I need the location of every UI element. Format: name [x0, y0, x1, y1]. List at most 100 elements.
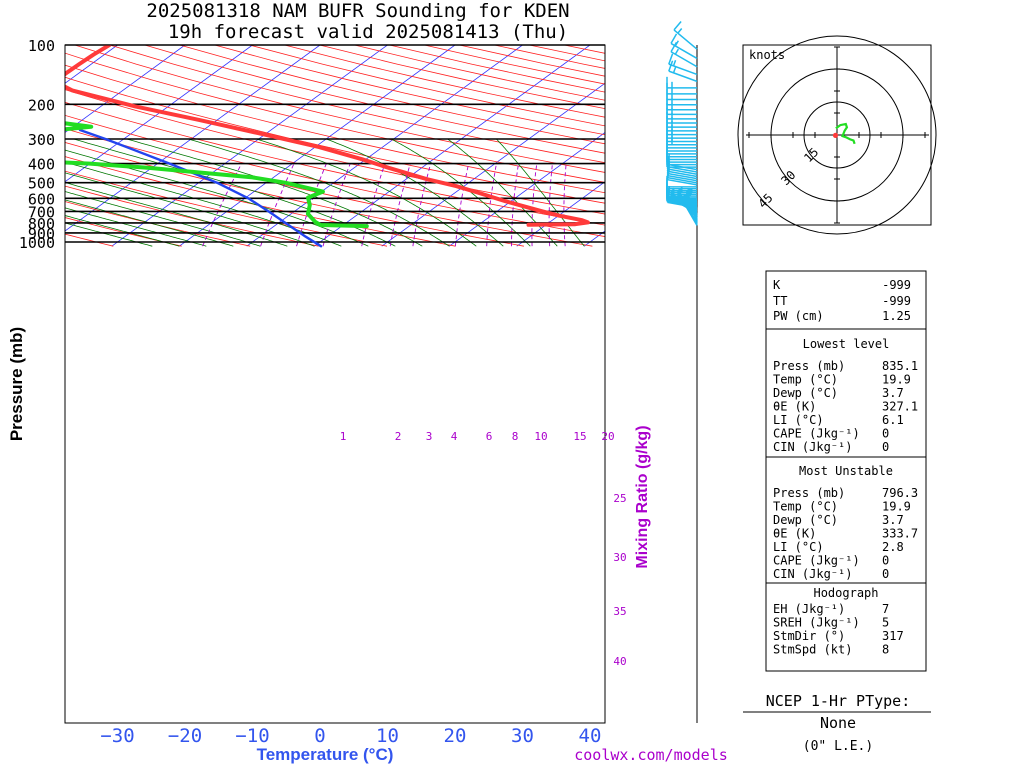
moist-adiabat-line — [126, 138, 423, 247]
hodograph-stats-title: Hodograph — [813, 586, 878, 600]
mixing-ratio-label: 20 — [601, 430, 614, 443]
hodo-row-label: SREH (Jkg⁻¹) — [773, 616, 860, 630]
hodo-row-label: EH (Jkg⁻¹) — [773, 602, 845, 616]
lowest-row-label: Press (mb) — [773, 359, 845, 373]
wind-barb — [666, 175, 697, 188]
mixing-ratio-line — [563, 163, 567, 247]
lowest-row-label: Temp (°C) — [773, 373, 838, 387]
mixing-ratio-line — [531, 163, 538, 247]
pressure-tick-label: 800 — [28, 215, 55, 233]
barb-staff — [667, 168, 698, 175]
ptype-snow: (0" L.E.) — [803, 739, 873, 754]
mixing-ratio-label: 25 — [613, 492, 626, 505]
isotherm-line — [516, 181, 605, 247]
isotherm-line — [246, 45, 523, 247]
k-label: K — [773, 278, 781, 292]
pw-label: PW (cm) — [773, 309, 824, 323]
temperature-trace — [65, 45, 590, 227]
lowest-row-label: CIN (Jkg⁻¹) — [773, 440, 852, 454]
isotherm-line — [65, 45, 253, 183]
unstable-row-value: 796.3 — [882, 486, 918, 500]
lowest-row-value: 835.1 — [882, 359, 918, 373]
moist-adiabat-line — [65, 172, 315, 247]
lowest-row-value: 327.1 — [882, 400, 918, 414]
mixing-ratio-label: 2 — [395, 430, 402, 443]
moist-adiabat-line — [256, 138, 477, 247]
most-unstable-title: Most Unstable — [799, 464, 893, 478]
temperature-tick-label: 10 — [376, 725, 399, 747]
wind-barb — [670, 33, 698, 60]
plot-frame — [64, 44, 606, 724]
lowest-level-rows: Press (mb) 835.1 Temp (°C) 19.9 Dewp (°C) 3.7… — [773, 359, 918, 454]
barb-flag — [670, 33, 678, 44]
x-axis-label: Temperature (°C) — [257, 745, 394, 764]
dry-adiabat-line — [109, 45, 605, 164]
pressure-tick-label: 1000 — [19, 234, 55, 252]
lowest-row-value: 3.7 — [882, 386, 904, 400]
barb-flag — [668, 60, 674, 72]
unstable-row-value: 0 — [882, 567, 889, 581]
mixing-ratio-line — [322, 163, 351, 247]
barb-flag — [674, 48, 679, 55]
pressure-tick-label: 500 — [28, 175, 55, 193]
hodo-row-label: StmDir (°) — [773, 629, 845, 643]
mixing-ratio-label: 8 — [512, 430, 519, 443]
hodograph-unit-label: knots — [749, 48, 785, 62]
dry-adiabat-line — [65, 52, 605, 183]
moist-adiabat-line — [188, 138, 450, 247]
isotherm-line — [314, 45, 591, 247]
wind-barb — [666, 76, 697, 89]
dry-adiabat-line — [179, 45, 605, 145]
temperature-line — [65, 45, 590, 227]
lowest-row-value: 6.1 — [882, 413, 904, 427]
dry-adiabat-line — [214, 45, 605, 136]
isobar-lines — [65, 44, 605, 243]
barb-flag — [673, 20, 682, 31]
moist-adiabat-line — [65, 149, 369, 247]
tt-value: -999 — [882, 294, 911, 308]
footer-url: coolwx.com/models — [574, 746, 728, 764]
dry-adiabat-line — [65, 76, 605, 204]
lowest-row-value: 19.9 — [882, 373, 911, 387]
mixing-ratio-label: 35 — [613, 605, 626, 618]
isotherm-line — [381, 82, 605, 247]
unstable-row-value: 2.8 — [882, 540, 904, 554]
barb-staff — [667, 178, 698, 186]
mixing-ratio-line — [511, 163, 519, 247]
wind-barb — [668, 60, 698, 83]
hodo-row-value: 317 — [882, 629, 904, 643]
moist-adiabat-line — [65, 207, 207, 247]
dry-adiabat-line — [74, 45, 605, 173]
unstable-row-value: 333.7 — [882, 527, 918, 541]
hodograph-stats-rows: EH (Jkg⁻¹) 7 SREH (Jkg⁻¹) 5 StmDir (°) 317 Stm… — [773, 602, 904, 657]
mixing-ratio-line — [296, 163, 327, 247]
dry-adiabat-line — [65, 101, 605, 226]
hodograph-ring — [737, 35, 937, 235]
unstable-row-label: Press (mb) — [773, 486, 845, 500]
chart-title-line2: 19h forecast valid 2025081413 (Thu) — [168, 21, 568, 43]
dry-adiabat-line — [144, 45, 605, 154]
temperature-tick-label: −20 — [168, 725, 202, 747]
unstable-row-value: 3.7 — [882, 513, 904, 527]
k-value: -999 — [882, 278, 911, 292]
moist-adiabat-line — [65, 222, 153, 247]
pressure-tick-label: 700 — [28, 203, 55, 221]
hodo-row-value: 7 — [882, 602, 889, 616]
pw-value: 1.25 — [882, 309, 911, 323]
mixing-ratio-label: 10 — [534, 430, 547, 443]
barb-flag — [672, 66, 677, 74]
moist-adiabat-line — [447, 138, 558, 247]
moist-adiabat-line — [65, 215, 180, 247]
pressure-tick-label: 300 — [28, 131, 55, 149]
mixing-ratio-line — [202, 163, 242, 247]
hodo-row-label: StmSpd (kt) — [773, 643, 852, 657]
barb-flag — [677, 28, 683, 34]
barb-flag — [668, 53, 674, 65]
barb-flag — [672, 59, 677, 67]
mixing-ratio-line — [389, 163, 411, 247]
lowest-row-label: CAPE (Jkg⁻¹) — [773, 427, 860, 441]
hodo-row-value: 5 — [882, 616, 889, 630]
mixing-ratio-label: 30 — [613, 551, 626, 564]
